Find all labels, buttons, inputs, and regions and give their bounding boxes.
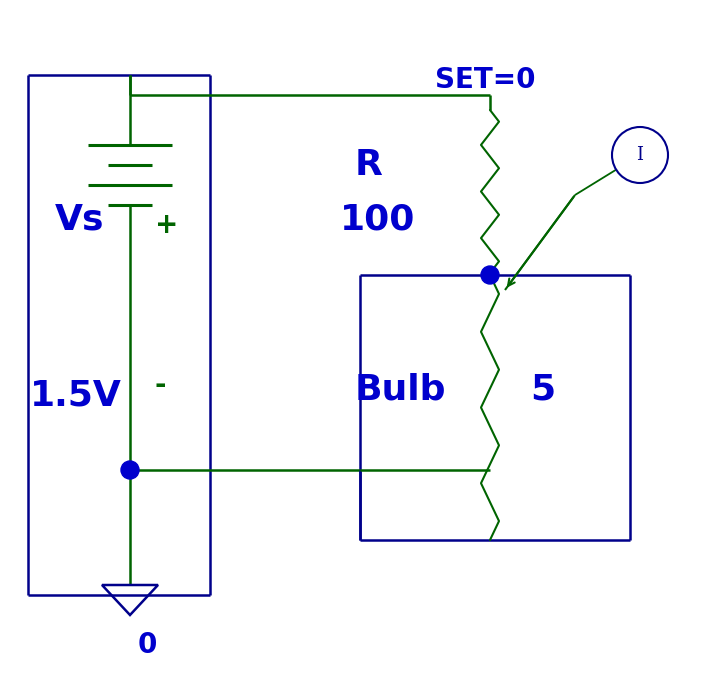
Text: 5: 5 xyxy=(530,373,555,407)
Text: +: + xyxy=(155,211,178,239)
Text: R: R xyxy=(355,148,383,182)
Text: Vs: Vs xyxy=(55,203,104,237)
Circle shape xyxy=(121,461,139,479)
Text: Bulb: Bulb xyxy=(355,373,446,407)
Text: 1.5V: 1.5V xyxy=(30,378,122,412)
Text: SET=0: SET=0 xyxy=(435,66,536,94)
Text: 0: 0 xyxy=(138,631,157,659)
Text: -: - xyxy=(155,371,166,399)
Text: I: I xyxy=(637,146,644,164)
Text: 100: 100 xyxy=(340,203,415,237)
Circle shape xyxy=(481,266,499,284)
